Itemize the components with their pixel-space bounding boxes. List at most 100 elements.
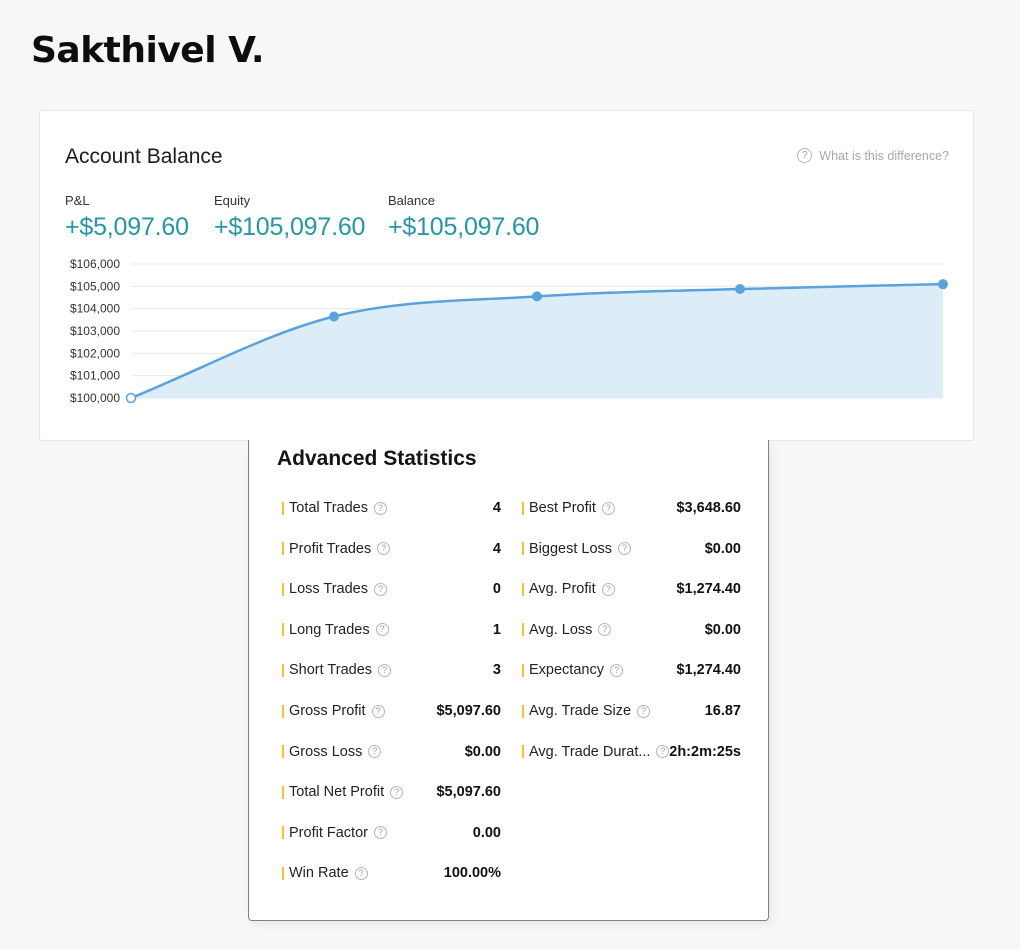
- equity-value: +$105,097.60: [214, 213, 366, 241]
- question-icon[interactable]: ?: [354, 866, 368, 880]
- stat-row: Loss Trades? 0: [282, 579, 501, 599]
- balance-point[interactable]: [125, 392, 137, 404]
- balance-metric: Balance +$105,097.60: [388, 193, 539, 242]
- stat-row: Long Trades? 1: [282, 620, 501, 640]
- stat-accent-bar: [282, 501, 284, 515]
- equity-metric: Equity +$105,097.60: [214, 193, 365, 242]
- balance-point[interactable]: [735, 284, 745, 295]
- question-icon[interactable]: ?: [368, 745, 382, 759]
- balance-chart: $106,000 $105,000 $104,000 $103,000 $102,000…: [70, 257, 948, 405]
- question-icon[interactable]: ?: [373, 826, 387, 840]
- question-icon[interactable]: ?: [374, 582, 387, 596]
- stat-label: Avg. Trade Durat...: [529, 743, 651, 760]
- question-icon[interactable]: ?: [609, 663, 623, 677]
- stat-label: Total Net Profit: [289, 784, 385, 801]
- stat-row: Profit Factor? 0.00: [282, 823, 501, 843]
- stat-label: Profit Trades: [289, 540, 372, 557]
- stat-value: $5,097.60: [436, 784, 501, 801]
- stat-row: Total Net Profit? $5,097.60: [282, 782, 501, 802]
- balance-point[interactable]: [329, 311, 339, 322]
- y-tick-label: $105,000: [70, 279, 120, 293]
- stat-row: Biggest Loss? $0.00: [522, 539, 741, 559]
- help-link-text: What is this difference?: [819, 148, 949, 163]
- question-icon[interactable]: ?: [377, 542, 391, 556]
- question-icon[interactable]: ?: [637, 704, 651, 718]
- stat-row: Profit Trades? 4: [282, 539, 501, 559]
- question-icon[interactable]: ?: [371, 704, 385, 718]
- question-icon[interactable]: ?: [378, 663, 392, 677]
- y-tick-label: $101,000: [70, 369, 120, 383]
- question-icon[interactable]: ?: [598, 623, 612, 637]
- stat-accent-bar: [522, 745, 524, 759]
- stat-row: Expectancy? $1,274.40: [522, 660, 741, 680]
- account-balance-card: Account Balance ? What is this differenc…: [39, 110, 974, 441]
- stat-accent-bar: [522, 623, 524, 637]
- stat-accent-bar: [522, 704, 524, 718]
- stat-label: Loss Trades: [289, 581, 368, 598]
- stat-value: 0: [492, 581, 501, 598]
- stat-label: Total Trades: [289, 500, 368, 516]
- stat-row: Best Profit? $3,648.60: [522, 498, 741, 518]
- stat-row: Gross Loss? $0.00: [282, 742, 501, 762]
- stat-value: 3: [492, 662, 501, 679]
- stat-label: Avg. Trade Size: [529, 703, 632, 719]
- stat-accent-bar: [282, 826, 284, 840]
- balance-label: Balance: [388, 193, 435, 208]
- balance-point[interactable]: [938, 279, 948, 290]
- stat-accent-bar: [282, 663, 284, 677]
- question-icon[interactable]: ?: [375, 623, 389, 637]
- stat-value: $1,274.40: [676, 662, 741, 679]
- balance-value: +$105,097.60: [388, 213, 540, 241]
- stat-accent-bar: [282, 704, 284, 718]
- y-tick-label: $106,000: [70, 257, 120, 271]
- stat-value: $0.00: [704, 621, 741, 638]
- stat-value: $3,648.60: [676, 500, 741, 516]
- pnl-label: P&L: [65, 193, 90, 208]
- stat-row: Avg. Trade Size? 16.87: [522, 701, 741, 721]
- stat-accent-bar: [282, 582, 284, 596]
- stat-label: Gross Loss: [289, 743, 363, 760]
- stat-value: 4: [492, 540, 501, 557]
- stat-row: Avg. Loss? $0.00: [522, 620, 741, 640]
- pnl-metric: P&L +$5,097.60: [65, 193, 189, 242]
- stat-accent-bar: [282, 623, 284, 637]
- question-icon[interactable]: ?: [618, 542, 632, 556]
- question-icon[interactable]: ?: [601, 582, 615, 596]
- question-icon[interactable]: ?: [374, 501, 387, 515]
- account-balance-title: Account Balance: [65, 145, 223, 168]
- stat-row: Avg. Profit? $1,274.40: [522, 579, 741, 599]
- stat-label: Avg. Profit: [529, 581, 596, 598]
- stat-value: 0.00: [472, 824, 501, 841]
- question-icon[interactable]: ?: [656, 745, 670, 759]
- stat-value: $1,274.40: [676, 581, 741, 598]
- stat-accent-bar: [522, 582, 524, 596]
- stat-accent-bar: [522, 542, 524, 556]
- balance-point[interactable]: [532, 291, 542, 302]
- pnl-value: +$5,097.60: [65, 213, 189, 241]
- equity-label: Equity: [214, 193, 251, 208]
- stat-accent-bar: [522, 663, 524, 677]
- stat-accent-bar: [282, 745, 284, 759]
- stat-value: $0.00: [464, 743, 501, 760]
- stat-label: Expectancy: [529, 662, 604, 679]
- stat-row: Short Trades? 3: [282, 660, 501, 680]
- stat-row: Gross Profit? $5,097.60: [282, 701, 501, 721]
- difference-help-link[interactable]: ? What is this difference?: [797, 148, 949, 163]
- y-tick-label: $102,000: [70, 346, 120, 360]
- question-icon[interactable]: ?: [601, 501, 615, 515]
- y-tick-label: $100,000: [70, 391, 120, 405]
- stat-value: 4: [492, 500, 501, 516]
- stat-accent-bar: [282, 542, 284, 556]
- stat-value: 2h:2m:25s: [669, 743, 741, 760]
- stat-label: Biggest Loss: [529, 540, 613, 557]
- stat-label: Profit Factor: [289, 824, 368, 841]
- stat-row: Win Rate? 100.00%: [282, 863, 501, 883]
- stat-accent-bar: [282, 866, 284, 880]
- stat-value: 16.87: [704, 703, 741, 719]
- stat-value: 1: [492, 621, 501, 638]
- question-icon[interactable]: ?: [390, 785, 404, 799]
- stat-label: Long Trades: [289, 621, 370, 638]
- stat-accent-bar: [522, 501, 524, 515]
- balance-area: [131, 284, 943, 398]
- question-icon: ?: [797, 148, 813, 163]
